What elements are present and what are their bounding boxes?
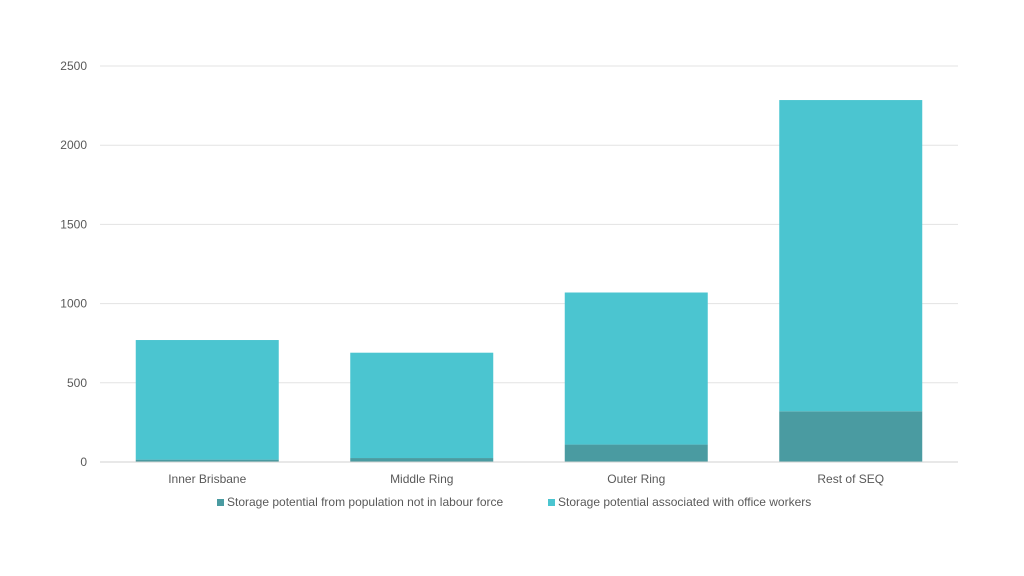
bar-segment-office-workers [564,292,708,445]
bar-segment-office-workers [135,340,279,460]
bars [135,100,923,462]
y-tick-label: 2500 [60,59,87,73]
x-category-label: Inner Brisbane [168,472,246,486]
x-category-label: Outer Ring [607,472,665,486]
legend-swatch [548,499,555,506]
x-category-label: Middle Ring [390,472,453,486]
y-tick-label: 2000 [60,138,87,152]
bar-segment-not-in-labour-force [350,458,494,462]
x-category-label: Rest of SEQ [817,472,884,486]
y-tick-label: 1000 [60,297,87,311]
legend-label: Storage potential associated with office… [558,495,811,509]
legend-label: Storage potential from population not in… [227,495,504,509]
bar-segment-not-in-labour-force [779,411,923,462]
bar-segment-office-workers [779,100,923,412]
y-tick-label: 500 [67,376,87,390]
bar-segment-not-in-labour-force [135,459,279,462]
y-tick-label: 1500 [60,217,87,231]
y-tick-label: 0 [80,455,87,469]
bar-segment-not-in-labour-force [564,444,708,462]
legend: Storage potential from population not in… [217,495,811,509]
y-axis-tick-labels: 0 500 1000 1500 2000 2500 [60,59,87,469]
legend-swatch [217,499,224,506]
bar-segment-office-workers [350,352,494,459]
x-axis: Inner Brisbane Middle Ring Outer Ring Rest … [100,461,958,486]
